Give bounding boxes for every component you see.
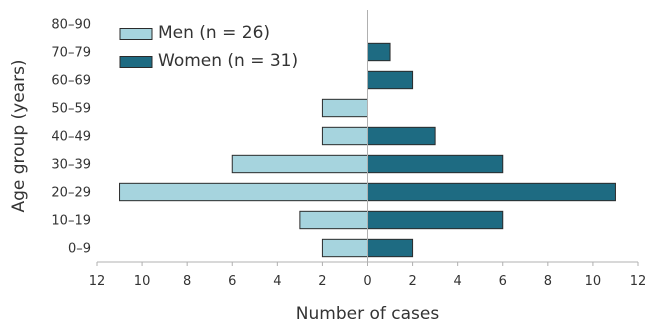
bar-men-0 [321, 238, 368, 258]
y-tick-label: 70–79 [51, 46, 91, 61]
bar-men-2 [119, 182, 368, 202]
x-tick-label: 12 [630, 274, 647, 289]
bar-men-5 [321, 98, 368, 118]
x-tick-label: 4 [273, 274, 281, 289]
x-tick-labels: 12 10 8 6 4 2 0 2 4 6 8 10 12 [89, 262, 647, 289]
bar-women-1 [367, 210, 504, 230]
y-tick-labels: 0–9 10–19 20–29 30–39 40–49 50–59 60–69 70–79 80… [51, 18, 91, 257]
x-tick-label: 6 [228, 274, 236, 289]
y-tick-label: 50–59 [51, 102, 91, 117]
x-tick-label: 10 [134, 274, 151, 289]
bar-men-4 [321, 126, 368, 146]
x-tick-label: 12 [89, 274, 106, 289]
legend-swatch-women [119, 56, 153, 68]
bar-women-0 [367, 238, 414, 258]
y-tick-label: 0–9 [68, 242, 91, 257]
bar-women-4 [367, 126, 436, 146]
legend-label-women: Women (n = 31) [158, 51, 298, 71]
x-tick-label: 10 [585, 274, 602, 289]
y-tick-label: 10–19 [51, 214, 91, 229]
bar-women-7 [367, 42, 391, 62]
bar-men-1 [299, 210, 368, 230]
x-tick-label: 8 [183, 274, 191, 289]
y-tick-label: 60–69 [51, 74, 91, 89]
legend-label-men: Men (n = 26) [158, 23, 270, 43]
x-tick-label: 6 [499, 274, 507, 289]
bar-women-6 [367, 70, 414, 90]
x-tick-label: 0 [363, 274, 371, 289]
x-tick-label: 2 [318, 274, 326, 289]
axes-group [97, 10, 638, 263]
x-axis-title: Number of cases [296, 304, 440, 324]
y-tick-label: 20–29 [51, 186, 91, 201]
y-tick-label: 30–39 [51, 158, 91, 173]
legend-swatch-men [119, 28, 153, 40]
x-tick-label: 2 [408, 274, 416, 289]
bar-women-3 [367, 154, 504, 174]
bar-men-3 [231, 154, 368, 174]
bar-women-2 [367, 182, 616, 202]
legend: Men (n = 26) Women (n = 31) [119, 23, 298, 71]
x-tick-label: 8 [544, 274, 552, 289]
y-axis-title: Age group (years) [9, 59, 29, 212]
y-tick-label: 40–49 [51, 130, 91, 145]
x-tick-label: 4 [454, 274, 462, 289]
y-tick-label: 80–90 [51, 18, 91, 33]
